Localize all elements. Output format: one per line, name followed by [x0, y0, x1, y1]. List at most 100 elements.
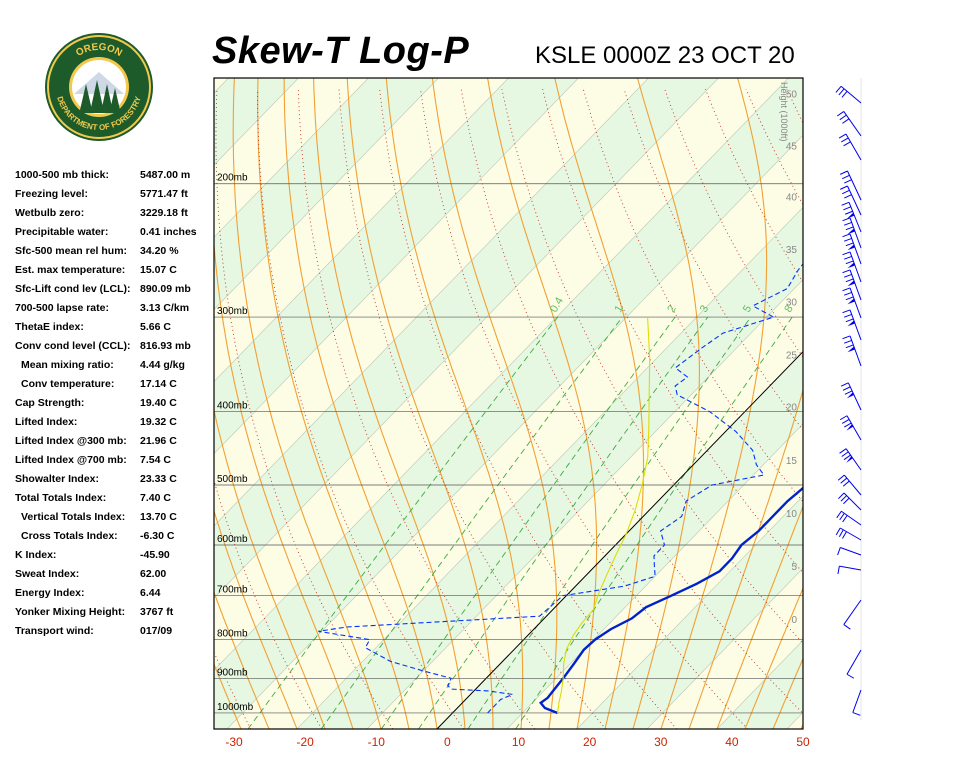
mixing-ratio-line [467, 316, 752, 729]
stat-value: -45.90 [140, 549, 170, 561]
stat-row: Vertical Totals Index: 13.70 C [15, 509, 215, 528]
stat-value: 17.14 C [140, 378, 177, 390]
dry-adiabat [828, 89, 960, 729]
isotherm [214, 78, 789, 671]
x-tick-label: 40 [725, 735, 739, 749]
stat-row: Conv cond level (CCL): 816.93 mb [15, 338, 215, 357]
stat-label: 1000-500 mb thick: [15, 169, 109, 181]
height-tick-label: 45 [786, 141, 798, 152]
chart-title: Skew-T Log-P [212, 30, 470, 72]
stat-row: Total Totals Index: 7.40 C [15, 490, 215, 509]
x-tick-label: -30 [225, 735, 243, 749]
stat-label: Total Totals Index: [15, 492, 107, 504]
stat-label: K Index: [15, 549, 57, 561]
stat-label: 700-500 lapse rate: [15, 302, 109, 314]
stat-row: Lifted Index: 19.32 C [15, 414, 215, 433]
stat-label: Lifted Index @300 mb: [15, 435, 127, 447]
stat-row: Lifted Index @700 mb: 7.54 C [15, 452, 215, 471]
stat-value: 7.54 C [140, 454, 171, 466]
x-tick-label: 0 [444, 735, 451, 749]
stat-row: Showalter Index: 23.33 C [15, 471, 215, 490]
stat-label: Mean mixing ratio: [21, 359, 114, 371]
x-tick-label: 10 [512, 735, 526, 749]
height-tick-label: 0 [791, 615, 797, 626]
stat-label: Yonker Mixing Height: [15, 606, 126, 618]
mixing-ratio-label: 3 [698, 303, 711, 314]
stat-row: Conv temperature: 17.14 C [15, 376, 215, 395]
stat-value: 017/09 [140, 625, 173, 637]
temperature-band [214, 78, 803, 729]
pressure-label: 300mb [217, 306, 248, 317]
plot-area [0, 78, 960, 729]
mixing-ratio-line [515, 316, 793, 729]
isotherm [214, 78, 649, 527]
x-tick-label: -20 [296, 735, 314, 749]
mixing-ratio-label: 5 [741, 303, 754, 314]
isotherm [214, 78, 229, 94]
stat-label: Sfc-Lift cond lev (LCL): [15, 283, 131, 295]
mixing-ratio-label: 1 [612, 303, 625, 314]
stat-value: 6.44 [140, 587, 161, 599]
mixing-ratio-line [380, 316, 676, 729]
isotherm [214, 78, 719, 599]
pressure-label: 200mb [217, 173, 248, 184]
stat-label: Showalter Index: [15, 473, 100, 485]
height-tick-label: 35 [786, 245, 798, 256]
stat-value: 34.20 % [140, 245, 179, 257]
stat-value: 3229.18 ft [140, 207, 188, 219]
pressure-label: 900mb [217, 667, 248, 678]
height-tick-label: 50 [786, 90, 798, 101]
stat-row: Energy Index: 6.44 [15, 585, 215, 604]
stat-value: 5771.47 ft [140, 188, 188, 200]
height-tick-label: 30 [786, 297, 798, 308]
dry-adiabat [950, 89, 960, 729]
stat-row: Mean mixing ratio: 4.44 g/kg [15, 357, 215, 376]
temperature-line [538, 486, 803, 715]
x-tick-label: 30 [654, 735, 668, 749]
dry-adiabat [32, 89, 109, 729]
isotherm [0, 78, 158, 729]
stat-label: Lifted Index @700 mb: [15, 454, 127, 466]
temperature-band [0, 78, 158, 729]
stat-label: Cap Strength: [15, 397, 85, 409]
x-tick-label: 20 [583, 735, 597, 749]
stat-label: Sweat Index: [15, 568, 80, 580]
stat-value: 890.09 mb [140, 283, 191, 295]
height-axis-label: Height (1000ft) [779, 82, 789, 142]
stat-row: Lifted Index @300 mb: 21.96 C [15, 433, 215, 452]
isotherm [214, 78, 369, 238]
stat-value: 5.66 C [140, 321, 171, 333]
stat-label: Conv temperature: [21, 378, 115, 390]
stat-label: Cross Totals Index: [21, 530, 118, 542]
height-tick-label: 5 [791, 562, 797, 573]
stat-label: Vertical Totals Index: [21, 511, 126, 523]
moist-adiabat [88, 78, 185, 729]
freezing-isotherm [436, 350, 803, 729]
x-tick-label: -10 [368, 735, 386, 749]
mixing-ratio-label: 8 [782, 303, 795, 314]
isotherm [214, 78, 439, 310]
logo-text-top: OREGON [74, 42, 124, 59]
isotherm [296, 206, 803, 729]
stat-label: Sfc-500 mean rel hum: [15, 245, 128, 257]
mixing-ratio-line [247, 316, 559, 729]
dry-adiabat [81, 89, 180, 729]
stats-panel: 1000-500 mb thick: 5487.00 m Freezing leve… [15, 167, 215, 642]
plot-frame [213, 77, 804, 730]
stat-value: 23.33 C [140, 473, 177, 485]
stat-row: Sfc-500 mean rel hum: 34.20 % [15, 243, 215, 262]
stat-value: 21.96 C [140, 435, 177, 447]
pressure-label: 800mb [217, 629, 248, 640]
stat-row: Transport wind: 017/09 [15, 623, 215, 642]
stat-row: Freezing level: 5771.47 ft [15, 186, 215, 205]
moist-adiabat [829, 78, 960, 729]
oregon-forestry-logo: OREGON DEPARTMENT OF FORESTRY [45, 33, 153, 141]
stat-value: 19.40 C [140, 397, 177, 409]
isotherm [226, 134, 803, 729]
stat-row: Yonker Mixing Height: 3767 ft [15, 604, 215, 623]
stat-row: 1000-500 mb thick: 5487.00 m [15, 167, 215, 186]
dry-adiabat [0, 89, 38, 729]
stat-row: Cross Totals Index: -6.30 C [15, 528, 215, 547]
mixing-ratio-line [320, 316, 623, 729]
